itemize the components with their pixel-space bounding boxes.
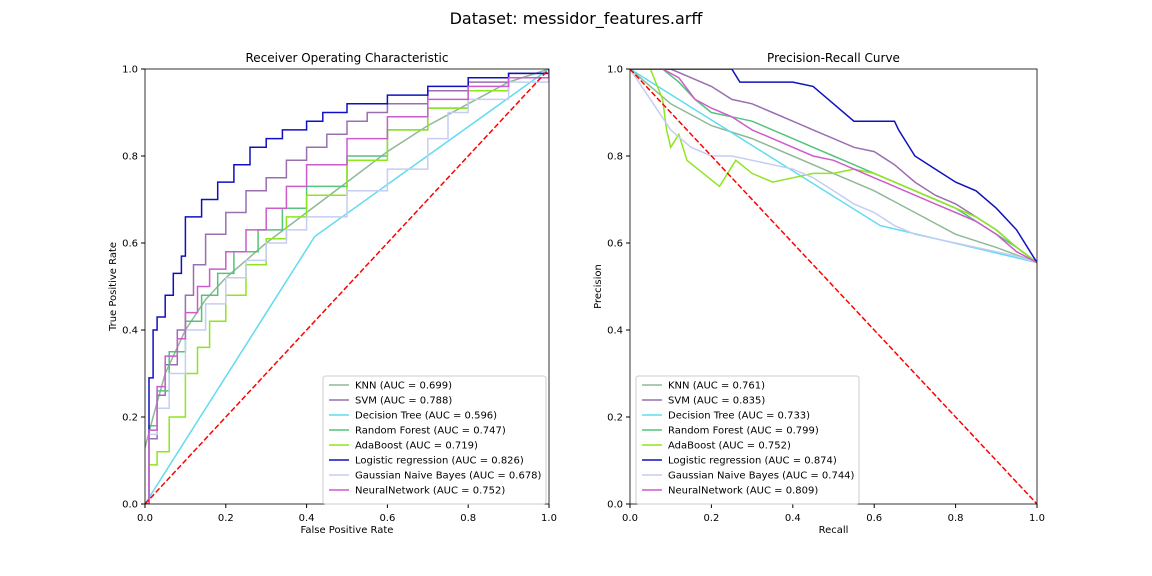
pr-series-gaussian-naive-bayes-line	[630, 69, 1037, 264]
roc-y-tick-label: 0.0	[122, 500, 138, 511]
roc-y-tick-label: 0.2	[122, 413, 138, 424]
pr-panel: Precision-Recall Curve 0.0 0.2 0.4 0.6 0.8 1.0…	[593, 51, 1045, 536]
pr-title: Precision-Recall Curve	[767, 51, 900, 65]
roc-x-tick-label: 0.2	[218, 513, 234, 524]
pr-series-random-forest-line	[630, 69, 1037, 264]
pr-x-tick-label: 1.0	[1029, 513, 1045, 524]
pr-legend-label-svm: SVM (AUC = 0.835)	[668, 396, 765, 407]
pr-x-tick-label: 0.8	[948, 513, 964, 524]
pr-legend-label-knn: KNN (AUC = 0.761)	[668, 381, 765, 392]
pr-legend-box	[635, 375, 860, 505]
pr-x-tick-label: 0.2	[703, 513, 719, 524]
pr-x-axis-label: Recall	[819, 525, 849, 536]
pr-legend-label-decision-tree: Decision Tree (AUC = 0.733)	[668, 411, 810, 422]
roc-series-gaussian-naive-bayes-line	[145, 69, 549, 504]
roc-series-adaboost-line	[145, 69, 549, 504]
roc-legend-label-neuralnetwork: NeuralNetwork (AUC = 0.752)	[355, 486, 505, 497]
pr-reference-line	[630, 69, 1037, 504]
roc-y-tick-label: 1.0	[122, 65, 138, 76]
roc-legend-label-gaussian-naive-bayes: Gaussian Naive Bayes (AUC = 0.678)	[355, 471, 542, 482]
pr-y-tick-label: 1.0	[607, 65, 623, 76]
roc-legend-box	[322, 375, 547, 505]
pr-series-adaboost-line	[630, 69, 1037, 264]
roc-x-axis-label: False Positive Rate	[301, 525, 394, 536]
pr-legend: KNN (AUC = 0.761) SVM (AUC = 0.835) Decisi…	[635, 375, 860, 505]
pr-legend-label-gaussian-naive-bayes: Gaussian Naive Bayes (AUC = 0.744)	[668, 471, 855, 482]
pr-y-axis-label: Precision	[593, 264, 604, 309]
roc-reference-line	[145, 69, 549, 504]
roc-y-tick-label: 0.6	[122, 239, 138, 250]
roc-legend-label-adaboost: AdaBoost (AUC = 0.719)	[355, 441, 478, 452]
pr-y-tick-label: 0.4	[607, 326, 623, 337]
roc-series-neuralnetwork-line	[145, 69, 549, 504]
pr-y-tick-label: 0.0	[607, 500, 623, 511]
roc-legend-label-random-forest: Random Forest (AUC = 0.747)	[355, 426, 506, 437]
pr-x-tick-label: 0.0	[622, 513, 638, 524]
roc-y-axis-label: True Positive Rate	[108, 242, 119, 332]
pr-series-logistic-regression-line	[630, 69, 1037, 263]
roc-legend: KNN (AUC = 0.699) SVM (AUC = 0.788) Decisi…	[322, 375, 547, 505]
roc-x-tick-label: 0.6	[379, 513, 395, 524]
pr-series-svm-line	[630, 69, 1037, 264]
pr-y-tick-label: 0.6	[607, 239, 623, 250]
pr-legend-label-random-forest: Random Forest (AUC = 0.799)	[668, 426, 819, 437]
roc-series-logistic-regression-line	[145, 69, 549, 504]
roc-legend-label-knn: KNN (AUC = 0.699)	[355, 381, 452, 392]
pr-series-decision-tree-line	[630, 69, 1037, 264]
roc-y-tick-label: 0.8	[122, 152, 138, 163]
pr-legend-label-neuralnetwork: NeuralNetwork (AUC = 0.809)	[668, 486, 818, 497]
roc-x-tick-label: 0.0	[137, 513, 153, 524]
roc-legend-label-svm: SVM (AUC = 0.788)	[355, 396, 452, 407]
figure-suptitle: Dataset: messidor_features.arff	[450, 9, 704, 29]
pr-series-neuralnetwork-line	[630, 69, 1037, 264]
roc-x-tick-label: 0.4	[299, 513, 315, 524]
roc-title: Receiver Operating Characteristic	[245, 51, 448, 65]
pr-x-tick-label: 0.4	[785, 513, 801, 524]
pr-y-tick-label: 0.2	[607, 413, 623, 424]
roc-series-decision-tree-line	[145, 69, 549, 504]
roc-legend-label-decision-tree: Decision Tree (AUC = 0.596)	[355, 411, 497, 422]
pr-legend-label-adaboost: AdaBoost (AUC = 0.752)	[668, 441, 791, 452]
roc-legend-label-logistic-regression: Logistic regression (AUC = 0.826)	[355, 456, 524, 467]
pr-x-tick-label: 0.6	[866, 513, 882, 524]
pr-legend-label-logistic-regression: Logistic regression (AUC = 0.874)	[668, 456, 837, 467]
pr-plot-area	[630, 69, 1037, 504]
pr-y-tick-label: 0.8	[607, 152, 623, 163]
roc-x-tick-label: 0.8	[460, 513, 476, 524]
roc-x-tick-label: 1.0	[541, 513, 557, 524]
roc-y-tick-label: 0.4	[122, 326, 138, 337]
roc-panel: Receiver Operating Characteristic 0.0 0.2 0…	[108, 51, 557, 536]
roc-plot-area	[145, 69, 549, 504]
